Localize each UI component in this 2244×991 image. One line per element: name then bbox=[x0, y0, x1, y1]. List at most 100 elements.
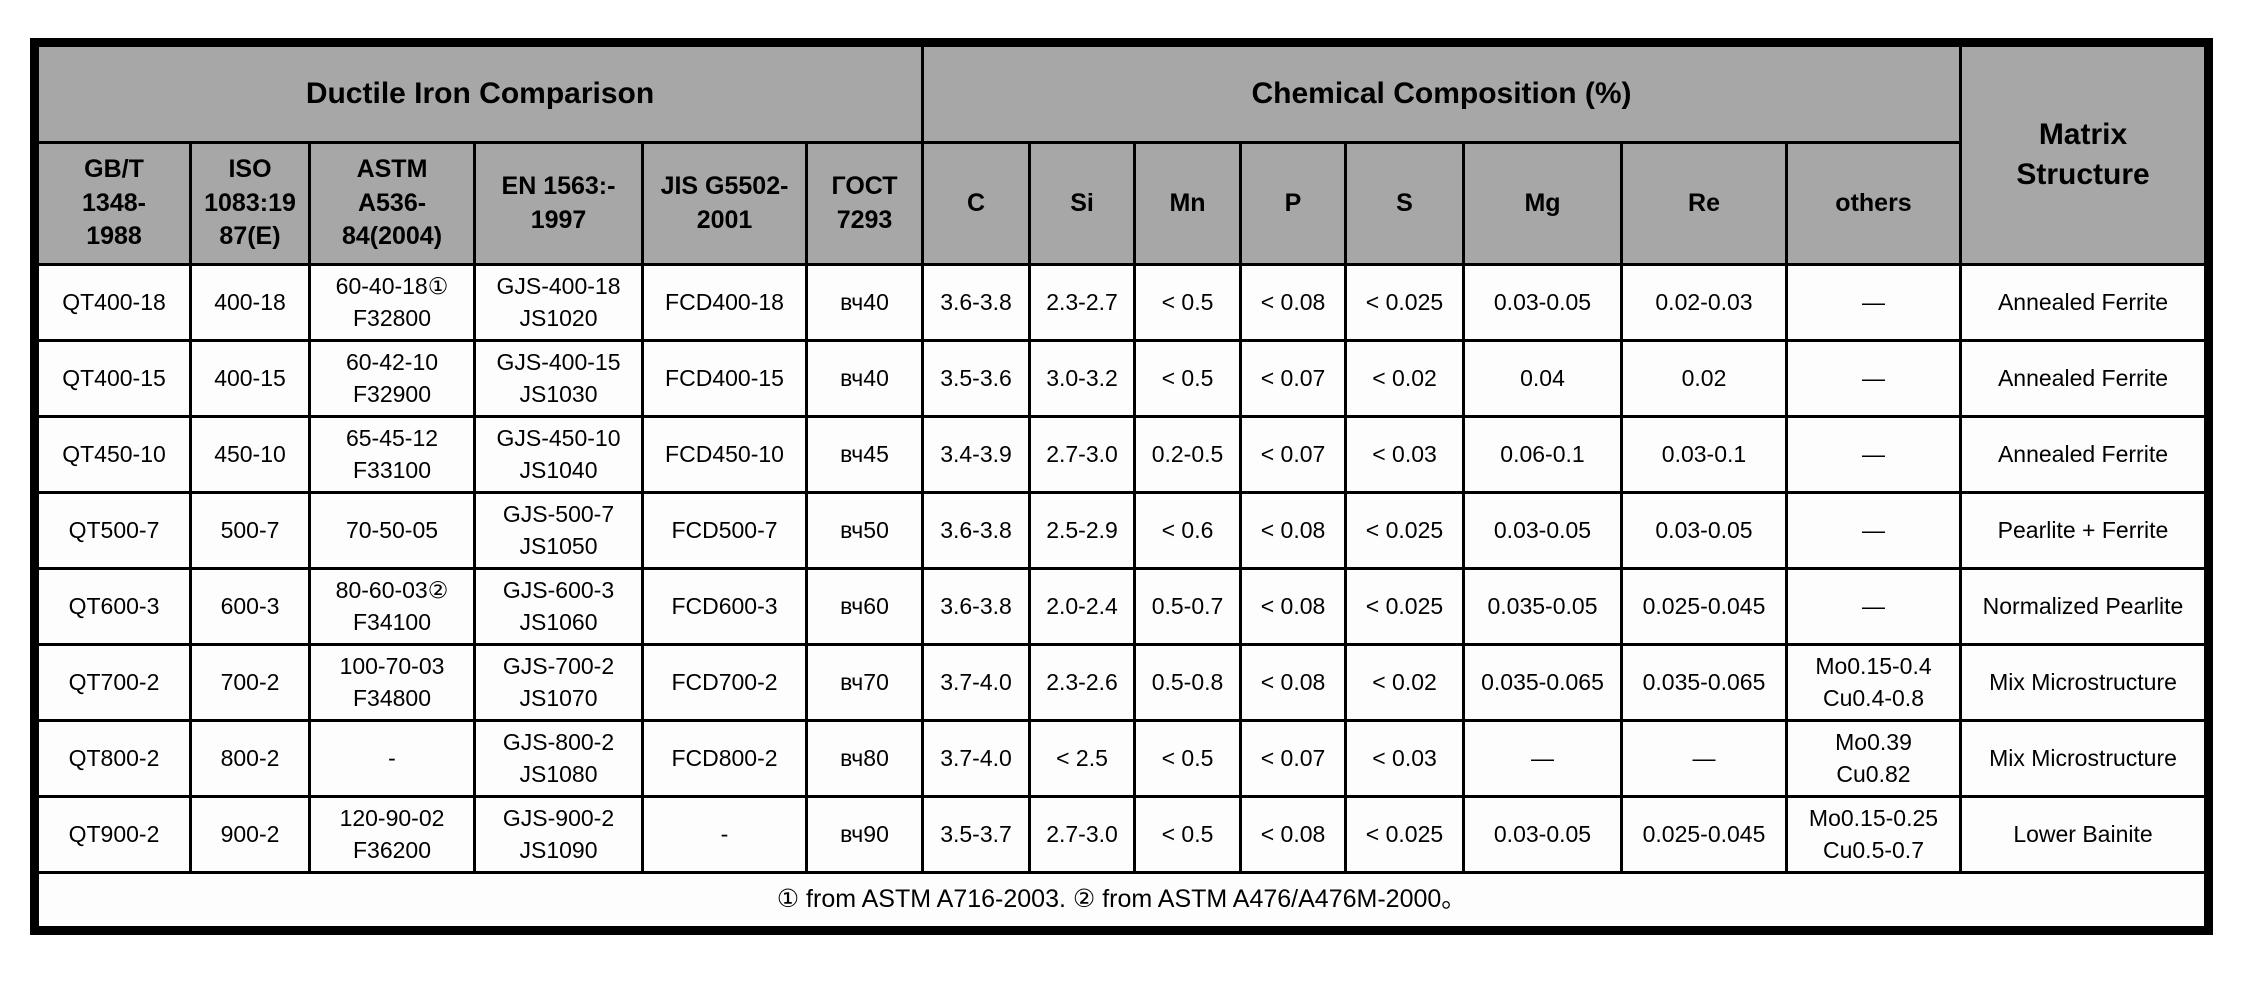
cell-en: GJS-450-10 JS1040 bbox=[473, 415, 644, 494]
cell-gost: вч80 bbox=[805, 719, 924, 798]
cell-jis: FCD800-2 bbox=[641, 719, 808, 798]
cell-si: 2.7-3.0 bbox=[1028, 415, 1136, 494]
cell-mn: 0.5-0.7 bbox=[1133, 567, 1242, 646]
cell-s: < 0.025 bbox=[1344, 491, 1465, 570]
cell-c: 3.5-3.6 bbox=[921, 339, 1031, 418]
cell-matrix: Lower Bainite bbox=[1959, 795, 2210, 874]
cell-mg: 0.035-0.065 bbox=[1462, 643, 1623, 722]
table-row: QT400-15 400-15 60-42-10 F32900 GJS-400-… bbox=[33, 339, 2210, 418]
cell-iso: 600-3 bbox=[189, 567, 311, 646]
cell-iso: 700-2 bbox=[189, 643, 311, 722]
cell-p: < 0.07 bbox=[1239, 339, 1347, 418]
table-row: QT700-2 700-2 100-70-03 F34800 GJS-700-2… bbox=[33, 643, 2210, 722]
cell-others: — bbox=[1785, 339, 1962, 418]
cell-astm: 70-50-05 bbox=[308, 491, 476, 570]
title-row: Ductile Iron Comparison Chemical Composi… bbox=[33, 41, 2210, 266]
cell-en: GJS-900-2 JS1090 bbox=[473, 795, 644, 874]
cell-gbt: QT400-18 bbox=[33, 263, 192, 342]
comparison-title: Ductile Iron Comparison bbox=[33, 41, 924, 144]
cell-jis: FCD450-10 bbox=[641, 415, 808, 494]
cell-mn: < 0.5 bbox=[1133, 263, 1242, 342]
cell-en: GJS-800-2 JS1080 bbox=[473, 719, 644, 798]
cell-p: < 0.08 bbox=[1239, 491, 1347, 570]
cell-mn: < 0.5 bbox=[1133, 795, 1242, 874]
col-header-p: P bbox=[1239, 141, 1347, 266]
table-row: QT800-2 800-2 - GJS-800-2 JS1080 FCD800-… bbox=[33, 719, 2210, 798]
cell-c: 3.7-4.0 bbox=[921, 643, 1031, 722]
cell-mn: < 0.5 bbox=[1133, 339, 1242, 418]
cell-s: < 0.02 bbox=[1344, 339, 1465, 418]
col-header-gost: ГОСТ 7293 bbox=[805, 141, 924, 266]
cell-iso: 400-18 bbox=[189, 263, 311, 342]
cell-gbt: QT450-10 bbox=[33, 415, 192, 494]
cell-si: 2.3-2.6 bbox=[1028, 643, 1136, 722]
cell-en: GJS-700-2 JS1070 bbox=[473, 643, 644, 722]
cell-gost: вч40 bbox=[805, 263, 924, 342]
cell-jis: FCD400-15 bbox=[641, 339, 808, 418]
cell-mg: 0.035-0.05 bbox=[1462, 567, 1623, 646]
cell-gost: вч40 bbox=[805, 339, 924, 418]
cell-re: 0.03-0.05 bbox=[1620, 491, 1788, 570]
cell-iso: 450-10 bbox=[189, 415, 311, 494]
cell-c: 3.4-3.9 bbox=[921, 415, 1031, 494]
cell-others: — bbox=[1785, 263, 1962, 342]
cell-jis: FCD700-2 bbox=[641, 643, 808, 722]
cell-others: — bbox=[1785, 491, 1962, 570]
col-header-en: EN 1563:- 1997 bbox=[473, 141, 644, 266]
cell-others: Mo0.39 Cu0.82 bbox=[1785, 719, 1962, 798]
cell-si: 2.7-3.0 bbox=[1028, 795, 1136, 874]
cell-mg: 0.03-0.05 bbox=[1462, 491, 1623, 570]
cell-gbt: QT500-7 bbox=[33, 491, 192, 570]
cell-gbt: QT600-3 bbox=[33, 567, 192, 646]
cell-mg: 0.03-0.05 bbox=[1462, 263, 1623, 342]
cell-iso: 900-2 bbox=[189, 795, 311, 874]
cell-p: < 0.08 bbox=[1239, 643, 1347, 722]
cell-gbt: QT800-2 bbox=[33, 719, 192, 798]
cell-jis: FCD400-18 bbox=[641, 263, 808, 342]
cell-p: < 0.07 bbox=[1239, 415, 1347, 494]
footnote-row: ① from ASTM A716-2003. ② from ASTM A476/… bbox=[33, 871, 2210, 932]
col-header-c: C bbox=[921, 141, 1031, 266]
cell-re: 0.03-0.1 bbox=[1620, 415, 1788, 494]
col-header-mg: Mg bbox=[1462, 141, 1623, 266]
cell-matrix: Annealed Ferrite bbox=[1959, 339, 2210, 418]
cell-mg: 0.03-0.05 bbox=[1462, 795, 1623, 874]
cell-s: < 0.03 bbox=[1344, 719, 1465, 798]
cell-others: — bbox=[1785, 567, 1962, 646]
cell-en: GJS-400-15 JS1030 bbox=[473, 339, 644, 418]
cell-astm: 100-70-03 F34800 bbox=[308, 643, 476, 722]
cell-gost: вч45 bbox=[805, 415, 924, 494]
table-row: QT500-7 500-7 70-50-05 GJS-500-7 JS1050 … bbox=[33, 491, 2210, 570]
footnote: ① from ASTM A716-2003. ② from ASTM A476/… bbox=[33, 871, 2210, 932]
cell-gost: вч70 bbox=[805, 643, 924, 722]
col-header-gbt: GB/T 1348- 1988 bbox=[33, 141, 192, 266]
cell-re: 0.025-0.045 bbox=[1620, 567, 1788, 646]
cell-matrix: Annealed Ferrite bbox=[1959, 415, 2210, 494]
cell-astm: 65-45-12 F33100 bbox=[308, 415, 476, 494]
cell-iso: 500-7 bbox=[189, 491, 311, 570]
ductile-iron-comparison-table: Ductile Iron Comparison Chemical Composi… bbox=[30, 38, 2213, 935]
cell-others: Mo0.15-0.25 Cu0.5-0.7 bbox=[1785, 795, 1962, 874]
col-header-jis: JIS G5502- 2001 bbox=[641, 141, 808, 266]
cell-c: 3.6-3.8 bbox=[921, 491, 1031, 570]
cell-re: — bbox=[1620, 719, 1788, 798]
cell-astm: 80-60-03② F34100 bbox=[308, 567, 476, 646]
col-header-astm: ASTM A536- 84(2004) bbox=[308, 141, 476, 266]
cell-p: < 0.08 bbox=[1239, 567, 1347, 646]
cell-matrix: Pearlite + Ferrite bbox=[1959, 491, 2210, 570]
cell-p: < 0.08 bbox=[1239, 795, 1347, 874]
cell-mg: 0.06-0.1 bbox=[1462, 415, 1623, 494]
cell-matrix: Normalized Pearlite bbox=[1959, 567, 2210, 646]
cell-matrix: Mix Microstructure bbox=[1959, 643, 2210, 722]
cell-s: < 0.025 bbox=[1344, 263, 1465, 342]
matrix-structure-header: Matrix Structure bbox=[1959, 41, 2210, 266]
cell-gbt: QT400-15 bbox=[33, 339, 192, 418]
cell-iso: 400-15 bbox=[189, 339, 311, 418]
cell-en: GJS-500-7 JS1050 bbox=[473, 491, 644, 570]
cell-others: Mo0.15-0.4 Cu0.4-0.8 bbox=[1785, 643, 1962, 722]
cell-c: 3.6-3.8 bbox=[921, 567, 1031, 646]
cell-gbt: QT700-2 bbox=[33, 643, 192, 722]
cell-mn: 0.5-0.8 bbox=[1133, 643, 1242, 722]
cell-gost: вч90 bbox=[805, 795, 924, 874]
cell-astm: - bbox=[308, 719, 476, 798]
